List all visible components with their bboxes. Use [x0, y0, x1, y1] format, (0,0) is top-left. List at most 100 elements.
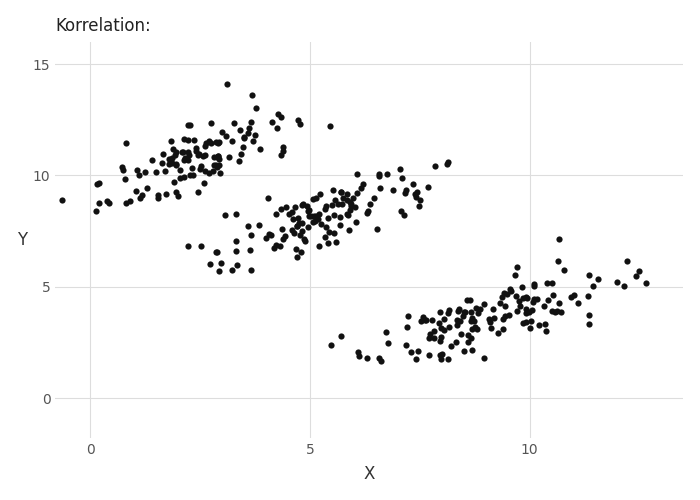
Point — [534, 320, 545, 328]
Point — [312, 216, 323, 224]
Point — [177, 148, 188, 156]
Point — [90, 207, 101, 215]
Point — [478, 354, 489, 362]
Point — [302, 222, 314, 230]
Point — [161, 190, 172, 198]
Point — [364, 200, 375, 208]
Point — [524, 324, 536, 332]
Point — [527, 298, 538, 306]
Point — [454, 316, 466, 324]
Point — [498, 325, 509, 333]
Point — [466, 317, 477, 325]
Point — [322, 214, 333, 222]
Point — [566, 293, 577, 301]
Point — [57, 196, 68, 204]
Point — [435, 354, 447, 362]
Point — [167, 154, 178, 162]
Point — [517, 320, 528, 328]
Point — [295, 231, 306, 239]
Point — [214, 154, 225, 162]
Point — [355, 184, 366, 192]
Point — [297, 200, 308, 208]
Point — [452, 308, 463, 316]
Point — [211, 154, 223, 162]
Point — [540, 320, 551, 328]
Point — [399, 189, 410, 197]
Point — [452, 320, 463, 328]
Point — [286, 226, 297, 234]
Point — [234, 126, 246, 134]
Point — [178, 134, 190, 142]
Point — [402, 312, 413, 320]
Point — [473, 309, 484, 317]
Point — [272, 124, 283, 132]
Point — [335, 332, 346, 340]
Point — [183, 242, 194, 250]
Point — [314, 242, 325, 250]
Point — [453, 305, 464, 313]
Point — [188, 171, 199, 179]
Point — [315, 220, 326, 228]
Point — [118, 166, 129, 174]
Point — [213, 267, 224, 275]
Point — [522, 294, 533, 302]
Point — [335, 213, 346, 221]
Point — [521, 306, 532, 314]
Point — [505, 287, 517, 295]
Point — [211, 163, 223, 171]
Point — [428, 328, 439, 336]
Point — [513, 297, 524, 305]
Point — [321, 223, 332, 231]
Point — [395, 166, 406, 173]
Point — [207, 167, 218, 175]
Point — [363, 208, 374, 216]
Point — [170, 188, 181, 196]
Point — [498, 290, 510, 298]
Point — [470, 304, 482, 312]
Point — [292, 214, 303, 222]
Point — [230, 248, 241, 256]
Point — [185, 121, 196, 129]
Point — [374, 170, 385, 178]
Point — [341, 210, 352, 218]
Point — [330, 196, 341, 203]
Point — [179, 156, 190, 164]
Y-axis label: Y: Y — [17, 231, 27, 249]
Point — [462, 296, 473, 304]
Point — [435, 334, 447, 342]
Point — [361, 354, 372, 362]
Point — [125, 196, 136, 204]
Point — [323, 228, 335, 235]
Point — [439, 315, 450, 323]
Point — [159, 166, 170, 174]
Point — [158, 150, 169, 158]
Point — [368, 194, 379, 202]
Point — [275, 242, 286, 250]
Point — [463, 338, 474, 346]
Point — [170, 148, 181, 156]
Point — [287, 216, 298, 224]
Point — [424, 351, 435, 359]
Point — [209, 153, 220, 161]
Point — [120, 175, 131, 183]
Point — [309, 216, 320, 224]
Point — [352, 170, 363, 177]
Point — [469, 324, 480, 332]
Point — [306, 212, 317, 220]
Point — [253, 220, 265, 228]
Point — [344, 226, 355, 234]
Point — [410, 193, 421, 201]
Point — [344, 198, 356, 206]
Point — [321, 202, 332, 209]
Point — [120, 198, 132, 206]
Point — [397, 174, 408, 182]
Point — [229, 119, 240, 127]
Point — [231, 262, 242, 270]
Point — [510, 270, 521, 278]
Point — [345, 206, 356, 214]
Point — [289, 203, 300, 211]
Point — [199, 142, 211, 150]
Point — [231, 237, 242, 245]
Point — [214, 169, 225, 177]
Point — [104, 199, 115, 207]
